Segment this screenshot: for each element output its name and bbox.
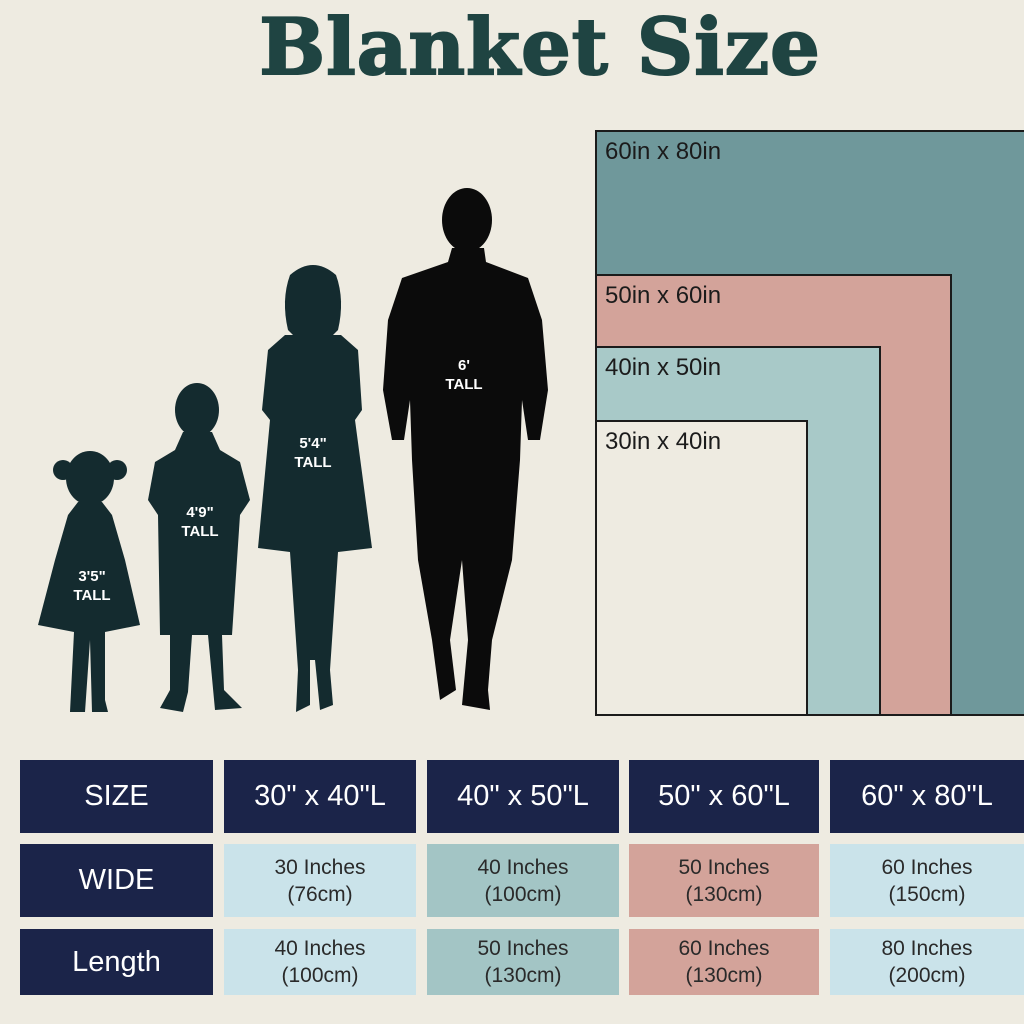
wide-cell: 30 Inches (76cm) xyxy=(224,844,416,917)
size-header: 40" x 50"L xyxy=(427,760,619,833)
blanket-50x60-label: 50in x 60in xyxy=(605,282,722,309)
wide-cell: 50 Inches (130cm) xyxy=(629,844,819,917)
woman-height-label: 5'4" TALL xyxy=(294,435,332,471)
blanket-30x40: 30in x 40in xyxy=(595,420,808,716)
blanket-40x50-label: 40in x 50in xyxy=(605,354,722,381)
boy-silhouette xyxy=(148,383,250,712)
size-header: 60" x 80"L xyxy=(830,760,1024,833)
page-title: Blanket Size xyxy=(258,1,821,94)
girl-height-label: 3'5" TALL xyxy=(73,568,111,604)
man-height-label: 6' TALL xyxy=(445,357,483,393)
size-header: 30" x 40"L xyxy=(224,760,416,833)
blanket-30x40-label: 30in x 40in xyxy=(605,428,722,455)
woman-silhouette xyxy=(258,265,372,712)
row-header-wide: WIDE xyxy=(20,844,213,917)
people-silhouettes xyxy=(38,188,548,712)
blanket-60x80-label: 60in x 80in xyxy=(605,138,722,165)
length-cell: 60 Inches (130cm) xyxy=(629,929,819,995)
boy-height-label: 4'9" TALL xyxy=(181,504,219,540)
wide-cell: 40 Inches (100cm) xyxy=(427,844,619,917)
man-silhouette xyxy=(383,188,548,710)
girl-silhouette xyxy=(38,451,140,712)
length-cell: 40 Inches (100cm) xyxy=(224,929,416,995)
length-cell: 80 Inches (200cm) xyxy=(830,929,1024,995)
row-header-length: Length xyxy=(20,929,213,995)
length-cell: 50 Inches (130cm) xyxy=(427,929,619,995)
size-header: 50" x 60"L xyxy=(629,760,819,833)
row-header-size: SIZE xyxy=(20,760,213,833)
wide-cell: 60 Inches (150cm) xyxy=(830,844,1024,917)
